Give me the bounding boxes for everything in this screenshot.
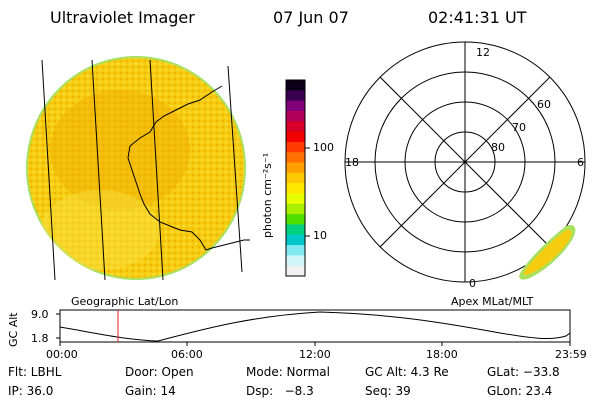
info-glon: GLon: 23.4 xyxy=(487,384,553,398)
xtick-label-0000: 00:00 xyxy=(46,348,78,361)
mlat-label-60: 60 xyxy=(537,98,551,111)
time-label: 02:41:31 UT xyxy=(428,8,527,27)
xtick-label-1200: 12:00 xyxy=(299,348,331,361)
mlt-label-12: 12 xyxy=(476,46,490,59)
xtick-label-2359: 23:59 xyxy=(555,348,587,361)
colorbar-segment xyxy=(286,80,305,91)
colorbar-segment xyxy=(286,141,305,153)
colorbar-segment xyxy=(286,245,305,256)
ytick-label-9: 9.0 xyxy=(31,308,49,321)
colorbar-unit-label: photon cm⁻²s⁻¹ xyxy=(261,152,274,238)
info-door: Door: Open xyxy=(125,365,194,379)
meridian-line xyxy=(149,59,164,281)
colorbar-segment xyxy=(286,131,305,143)
colorbar-segment xyxy=(286,265,305,277)
polar-plot xyxy=(344,41,586,283)
info-ip: IP: 36.0 xyxy=(8,384,54,398)
colorbar-segment xyxy=(286,234,305,246)
colorbar-segment xyxy=(286,90,305,102)
mlt-label-0: 0 xyxy=(469,277,476,290)
colorbar-segment xyxy=(286,152,305,164)
patch-fill xyxy=(523,229,572,276)
apex-panel-label: Apex MLat/MLT xyxy=(451,295,534,308)
geographic-disk xyxy=(26,56,250,281)
colorbar-segment xyxy=(286,162,305,174)
coastline xyxy=(127,85,250,251)
colorbar-segment xyxy=(286,183,305,195)
colorbar-segment xyxy=(286,172,305,184)
colorbar-segment xyxy=(286,255,305,267)
colorbar-segment xyxy=(286,110,305,122)
altitude-ylabel: GC Alt xyxy=(7,312,20,347)
polar-diagonal xyxy=(379,76,551,248)
colorbar-label-100: 100 xyxy=(313,141,334,154)
disk-dim-region xyxy=(40,190,160,270)
mlat-label-80: 80 xyxy=(491,141,505,154)
xtick-label-1800: 18:00 xyxy=(426,348,458,361)
xticks xyxy=(59,342,571,346)
info-gc-alt: GC Alt: 4.3 Re xyxy=(365,365,449,379)
meridian-line xyxy=(91,59,106,281)
info-glat: GLat: −33.8 xyxy=(487,365,560,379)
altitude-curve xyxy=(59,311,571,342)
polar-image-patch xyxy=(519,224,576,280)
mlt-label-18: 18 xyxy=(345,156,359,169)
info-dsp: Dsp: −8.3 xyxy=(246,384,314,398)
colorbar-segment xyxy=(286,121,305,133)
mlat-label-70: 70 xyxy=(512,121,526,134)
info-seq: Seq: 39 xyxy=(365,384,411,398)
info-filter: Flt: LBHL xyxy=(8,365,62,379)
xtick-label-0600: 06:00 xyxy=(171,348,203,361)
colorbar-segment xyxy=(286,193,305,205)
colorbar-frame xyxy=(285,79,306,277)
colorbar-segment xyxy=(286,203,305,215)
colorbar-segment xyxy=(286,100,305,112)
meridian-line xyxy=(227,65,243,273)
geographic-panel-label: Geographic Lat/Lon xyxy=(71,295,179,308)
info-gain: Gain: 14 xyxy=(125,384,176,398)
mlt-label-6: 6 xyxy=(577,156,584,169)
ytick-label-1.8: 1.8 xyxy=(31,332,49,345)
disk-bright-region xyxy=(50,90,190,210)
date-label: 07 Jun 07 xyxy=(273,8,349,27)
colorbar-segment xyxy=(286,224,305,236)
meridian-line xyxy=(41,59,56,281)
altitude-plot-frame xyxy=(59,309,571,343)
meridian-lines xyxy=(41,59,243,281)
app-title: Ultraviolet Imager xyxy=(50,8,195,27)
colorbar-segment xyxy=(286,214,305,226)
colorbar xyxy=(286,80,305,277)
altitude-plot xyxy=(56,309,571,346)
info-mode: Mode: Normal xyxy=(246,365,330,379)
colorbar-label-10: 10 xyxy=(313,229,327,242)
